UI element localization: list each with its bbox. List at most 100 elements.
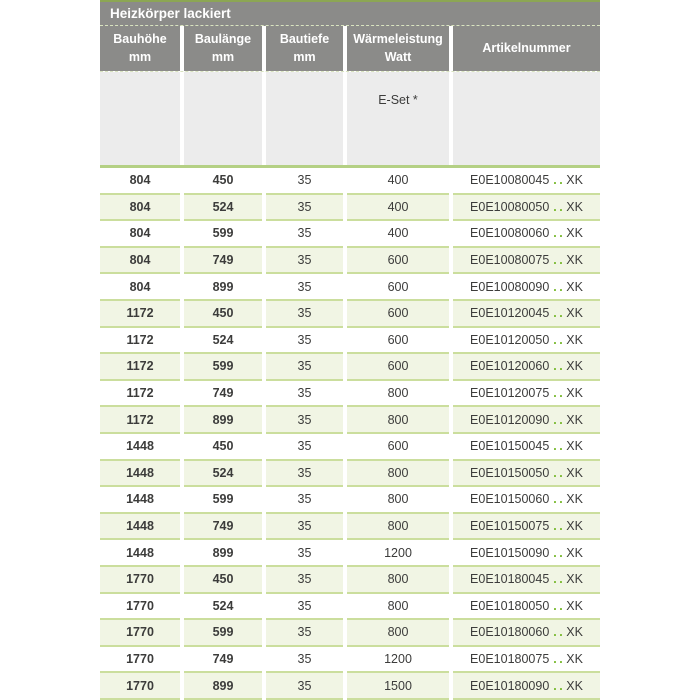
product-spec-table: Heizkörper lackiert Bauhöhe mm Baulänge … — [100, 0, 600, 700]
table-row: 1172 599 35 600 E0E10120060 .. XK — [100, 354, 600, 381]
cell-waermeleistung: 1500 — [347, 673, 449, 700]
column-label: Bautiefe — [279, 32, 330, 46]
cell-bauhoehe: 804 — [100, 247, 180, 275]
cell-waermeleistung: 400 — [347, 194, 449, 222]
cell-artikelnummer: E0E10180075 .. XK — [453, 646, 600, 674]
cell-artikelnummer: E0E10080075 .. XK — [453, 247, 600, 275]
artikel-dots: .. — [553, 226, 566, 241]
cell-bautiefe: 35 — [266, 566, 343, 594]
cell-bauhoehe: 1172 — [100, 327, 180, 355]
artikel-code: E0E10120060 — [470, 359, 550, 374]
artikel-suffix: XK — [566, 306, 583, 321]
artikel-suffix: XK — [566, 199, 583, 214]
table-row: 1770 899 35 1500 E0E10180090 .. XK — [100, 673, 600, 700]
cell-artikelnummer: E0E10180045 .. XK — [453, 566, 600, 594]
artikel-dots: .. — [553, 651, 566, 666]
table-row: 1448 524 35 800 E0E10150050 .. XK — [100, 460, 600, 488]
cell-bauhoehe: 1172 — [100, 407, 180, 434]
artikel-code: E0E10120090 — [470, 412, 550, 427]
table-row: 1172 450 35 600 E0E10120045 .. XK — [100, 300, 600, 328]
cell-bauhoehe: 1448 — [100, 460, 180, 488]
cell-baulaenge: 599 — [184, 620, 262, 647]
cell-bautiefe: 35 — [266, 247, 343, 275]
table-row: 1448 599 35 800 E0E10150060 .. XK — [100, 487, 600, 514]
table-row: 1770 749 35 1200 E0E10180075 .. XK — [100, 646, 600, 674]
cell-bautiefe: 35 — [266, 354, 343, 381]
table-row: 804 450 35 400 E0E10080045 .. XK — [100, 168, 600, 195]
artikel-code: E0E10180075 — [470, 651, 550, 666]
subheader-eset-label: E-Set * — [347, 72, 449, 165]
artikel-dots: .. — [553, 359, 566, 374]
table-row: 1770 599 35 800 E0E10180060 .. XK — [100, 620, 600, 647]
cell-baulaenge: 524 — [184, 327, 262, 355]
cell-bauhoehe: 1448 — [100, 433, 180, 461]
artikel-suffix: XK — [566, 519, 583, 534]
cell-baulaenge: 749 — [184, 513, 262, 541]
artikel-suffix: XK — [566, 332, 583, 347]
artikel-code: E0E10080050 — [470, 199, 550, 214]
artikel-suffix: XK — [566, 386, 583, 401]
cell-bautiefe: 35 — [266, 593, 343, 621]
artikel-dots: .. — [553, 465, 566, 480]
artikel-dots: .. — [553, 492, 566, 507]
cell-bautiefe: 35 — [266, 673, 343, 700]
cell-artikelnummer: E0E10120045 .. XK — [453, 300, 600, 328]
cell-waermeleistung: 600 — [347, 247, 449, 275]
column-label: Bauhöhe — [113, 32, 167, 46]
cell-bautiefe: 35 — [266, 620, 343, 647]
artikel-dots: .. — [553, 253, 566, 268]
artikel-code: E0E10120045 — [470, 306, 550, 321]
cell-artikelnummer: E0E10150045 .. XK — [453, 433, 600, 461]
artikel-dots: .. — [553, 545, 566, 560]
column-header-bautiefe: Bautiefe mm — [266, 26, 343, 71]
cell-waermeleistung: 800 — [347, 380, 449, 408]
cell-bauhoehe: 1172 — [100, 300, 180, 328]
cell-baulaenge: 899 — [184, 274, 262, 301]
table-row: 804 899 35 600 E0E10080090 .. XK — [100, 274, 600, 301]
cell-artikelnummer: E0E10120090 .. XK — [453, 407, 600, 434]
cell-artikelnummer: E0E10080090 .. XK — [453, 274, 600, 301]
table-row: 804 524 35 400 E0E10080050 .. XK — [100, 194, 600, 222]
artikel-code: E0E10150075 — [470, 519, 550, 534]
cell-waermeleistung: 600 — [347, 433, 449, 461]
cell-baulaenge: 524 — [184, 194, 262, 222]
artikel-dots: .. — [553, 598, 566, 613]
cell-bautiefe: 35 — [266, 487, 343, 514]
column-label: Artikelnummer — [482, 40, 571, 55]
cell-waermeleistung: 800 — [347, 513, 449, 541]
cell-waermeleistung: 800 — [347, 460, 449, 488]
cell-bauhoehe: 1770 — [100, 620, 180, 647]
cell-artikelnummer: E0E10150090 .. XK — [453, 540, 600, 567]
cell-bautiefe: 35 — [266, 407, 343, 434]
table-body: 804 450 35 400 E0E10080045 .. XK 804 524… — [100, 168, 600, 700]
cell-bauhoehe: 1448 — [100, 540, 180, 567]
cell-artikelnummer: E0E10180060 .. XK — [453, 620, 600, 647]
cell-waermeleistung: 800 — [347, 566, 449, 594]
artikel-suffix: XK — [566, 439, 583, 454]
cell-baulaenge: 450 — [184, 300, 262, 328]
artikel-code: E0E10080090 — [470, 279, 550, 294]
artikel-suffix: XK — [566, 173, 583, 188]
cell-baulaenge: 599 — [184, 221, 262, 248]
artikel-dots: .. — [553, 519, 566, 534]
table-row: 804 749 35 600 E0E10080075 .. XK — [100, 247, 600, 275]
cell-artikelnummer: E0E10180050 .. XK — [453, 593, 600, 621]
artikel-dots: .. — [553, 279, 566, 294]
artikel-dots: .. — [553, 199, 566, 214]
table-row: 1448 450 35 600 E0E10150045 .. XK — [100, 433, 600, 461]
artikel-suffix: XK — [566, 279, 583, 294]
header-divider — [100, 165, 600, 168]
cell-bauhoehe: 1448 — [100, 513, 180, 541]
cell-baulaenge: 450 — [184, 168, 262, 195]
table-subheader-row: E-Set * — [100, 72, 600, 165]
cell-bautiefe: 35 — [266, 513, 343, 541]
artikel-code: E0E10080075 — [470, 253, 550, 268]
cell-artikelnummer: E0E10150050 .. XK — [453, 460, 600, 488]
table-row: 1172 524 35 600 E0E10120050 .. XK — [100, 327, 600, 355]
cell-baulaenge: 899 — [184, 540, 262, 567]
cell-bautiefe: 35 — [266, 646, 343, 674]
cell-baulaenge: 524 — [184, 460, 262, 488]
artikel-code: E0E10180090 — [470, 678, 550, 693]
cell-waermeleistung: 600 — [347, 300, 449, 328]
artikel-suffix: XK — [566, 359, 583, 374]
